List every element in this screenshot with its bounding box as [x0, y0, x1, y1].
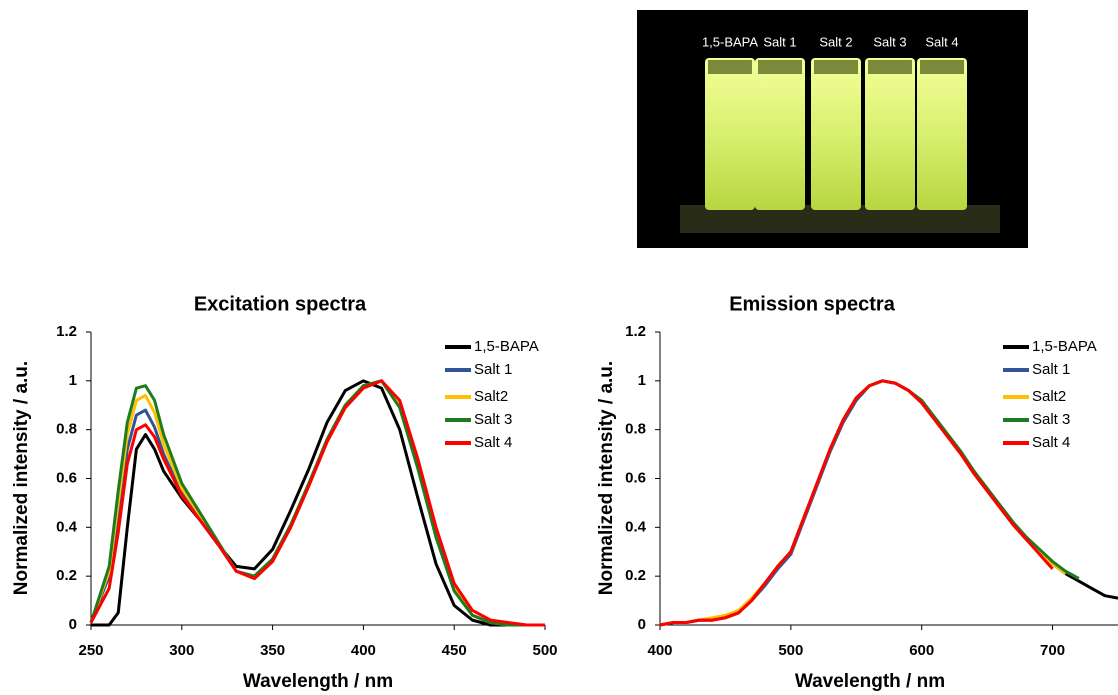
x-tick-label: 600	[909, 642, 934, 659]
photo-label: 1,5-BAPA	[702, 34, 758, 49]
x-tick-label: 350	[260, 642, 285, 659]
y-tick-label: 0.6	[56, 469, 77, 486]
x-tick-label: 500	[778, 642, 803, 659]
x-axis-label: Wavelength / nm	[243, 671, 393, 692]
legend-label: Salt2	[1032, 388, 1066, 405]
legend-label: Salt 3	[1032, 411, 1070, 428]
x-tick-label: 400	[647, 642, 672, 659]
series-line	[89, 379, 545, 627]
legend-label: Salt2	[474, 388, 508, 405]
cuvette	[811, 58, 861, 210]
y-tick-label: 0.2	[56, 567, 77, 584]
y-tick-label: 0.6	[625, 469, 646, 486]
series-line	[659, 379, 1080, 627]
cuvette-cap	[920, 60, 964, 74]
legend-label: Salt 4	[474, 434, 512, 451]
x-tick-label: 700	[1040, 642, 1065, 659]
chart-title: Emission spectra	[729, 293, 896, 315]
y-tick-label: 0.2	[625, 567, 646, 584]
series-line	[659, 379, 1054, 627]
cuvette-cap	[814, 60, 858, 74]
cuvette	[865, 58, 915, 210]
x-tick-label: 300	[169, 642, 194, 659]
y-tick-label: 0.8	[625, 421, 646, 438]
x-axis-label: Wavelength / nm	[795, 671, 945, 692]
series-line	[659, 379, 1080, 627]
y-axis-label: Normalized intensity / a.u.	[11, 361, 32, 595]
cuvette-cap	[868, 60, 912, 74]
photo-label: Salt 1	[763, 34, 796, 49]
x-tick-label: 450	[442, 642, 467, 659]
y-tick-label: 0.8	[56, 421, 77, 438]
x-tick-label: 400	[351, 642, 376, 659]
cuvette	[705, 58, 755, 210]
legend-label: Salt 3	[474, 411, 512, 428]
photo	[637, 10, 1028, 248]
series-line	[659, 379, 1067, 627]
y-tick-label: 0.4	[56, 518, 78, 535]
y-tick-label: 1.2	[625, 323, 646, 340]
photo-label: Salt 3	[873, 34, 906, 49]
cuvette-cap	[708, 60, 752, 74]
photo-label: Salt 4	[925, 34, 958, 49]
legend-label: Salt 1	[1032, 361, 1070, 378]
y-tick-label: 1	[638, 372, 646, 389]
series-line	[91, 379, 545, 627]
cuvette	[917, 58, 967, 210]
legend-label: Salt 1	[474, 361, 512, 378]
cuvette	[755, 58, 805, 210]
y-tick-label: 0.4	[625, 518, 647, 535]
cuvettes	[705, 58, 967, 210]
legend-label: Salt 4	[1032, 434, 1070, 451]
y-tick-label: 0	[638, 616, 646, 633]
y-axis-label: Normalized intensity / a.u.	[596, 361, 617, 595]
legend-label: 1,5-BAPA	[1032, 338, 1097, 355]
legend-label: 1,5-BAPA	[474, 338, 539, 355]
chart-title: Excitation spectra	[194, 293, 367, 315]
cuvette-cap	[758, 60, 802, 74]
y-tick-label: 1.2	[56, 323, 77, 340]
y-tick-label: 1	[69, 372, 77, 389]
x-tick-label: 500	[532, 642, 557, 659]
photo-label: Salt 2	[819, 34, 852, 49]
x-tick-label: 250	[78, 642, 103, 659]
y-tick-label: 0	[69, 616, 77, 633]
